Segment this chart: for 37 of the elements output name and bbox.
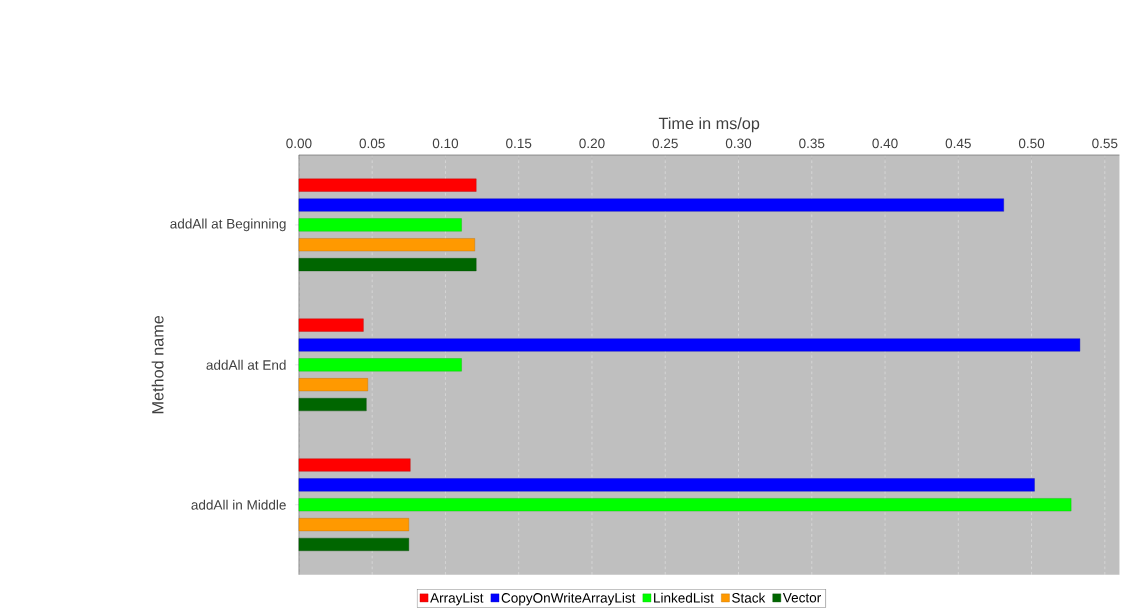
- y-tick-label: addAll at Beginning: [170, 218, 286, 232]
- bar: [298, 458, 411, 472]
- bar: [298, 218, 462, 232]
- bar: [298, 238, 475, 252]
- y-axis-title: Method name: [151, 316, 164, 414]
- x-tick-label: 0.35: [799, 138, 825, 149]
- legend-label: CopyOnWriteArrayList: [501, 592, 636, 606]
- bar: [298, 378, 368, 392]
- bar: [298, 398, 367, 412]
- x-tick-label: 0.05: [359, 138, 385, 149]
- legend-label: Stack: [732, 592, 766, 603]
- bar: [298, 318, 364, 332]
- bar: [298, 358, 462, 372]
- x-tick-label: 0.15: [506, 138, 532, 149]
- x-tick-label: 0.20: [579, 138, 605, 149]
- x-tick-label: 0.30: [725, 138, 752, 149]
- legend-label: LinkedList: [654, 592, 714, 603]
- x-tick-label: 0.00: [286, 138, 312, 149]
- y-tick-label: addAll at End: [206, 360, 286, 370]
- x-tick-label: 0.40: [872, 138, 898, 149]
- legend-label: Vector: [782, 593, 821, 603]
- bar: [298, 198, 1004, 212]
- x-tick-label: 0.55: [1092, 138, 1118, 149]
- x-tick-label: 0.25: [652, 138, 678, 149]
- bar: [298, 538, 409, 552]
- x-tick-label: 0.45: [945, 138, 971, 149]
- x-axis-title: Time in ms/op: [658, 117, 760, 133]
- legend-label: ArrayList: [430, 592, 484, 606]
- y-tick-label: addAll in Middle: [191, 499, 286, 510]
- bar: [298, 478, 1035, 492]
- bar: [298, 498, 1072, 512]
- bar: [298, 258, 477, 272]
- x-tick-label: 0.50: [1018, 138, 1045, 149]
- bar: [298, 178, 477, 192]
- bar: [298, 518, 409, 532]
- x-tick-label: 0.10: [432, 138, 459, 149]
- bar: [298, 338, 1081, 352]
